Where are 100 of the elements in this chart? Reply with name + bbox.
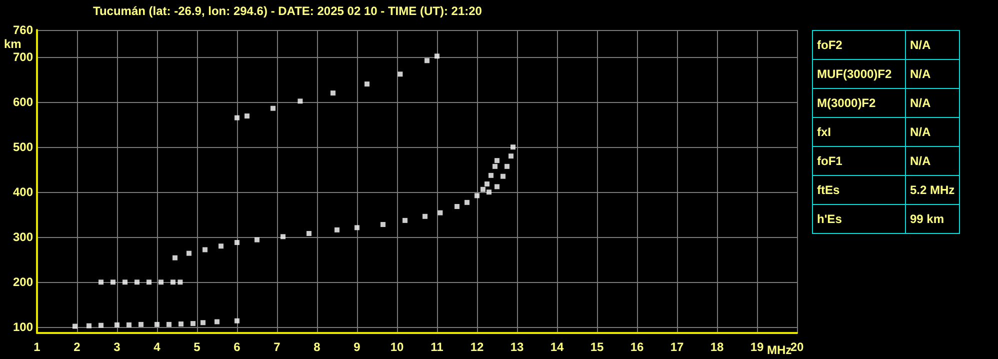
y-tick-label: 600 bbox=[12, 95, 34, 110]
point bbox=[364, 82, 370, 87]
point bbox=[424, 58, 430, 64]
point bbox=[234, 115, 240, 120]
point bbox=[488, 172, 494, 178]
point bbox=[280, 234, 286, 240]
point bbox=[380, 222, 386, 227]
point bbox=[170, 280, 176, 285]
point bbox=[510, 144, 516, 150]
point bbox=[114, 322, 120, 328]
point bbox=[398, 72, 403, 77]
y-tick-label: 100 bbox=[12, 320, 34, 334]
point bbox=[122, 280, 128, 285]
x-axis-title: MHz bbox=[767, 343, 792, 357]
point bbox=[330, 90, 336, 96]
text: N/A bbox=[910, 67, 931, 81]
point bbox=[454, 204, 460, 209]
text: 5.2 MHz bbox=[910, 183, 955, 197]
text: N/A bbox=[910, 125, 931, 139]
point bbox=[486, 190, 492, 195]
x-tick-label: 16 bbox=[630, 340, 644, 354]
point bbox=[504, 164, 510, 169]
x-tick-label: 13 bbox=[510, 340, 524, 354]
point bbox=[200, 320, 206, 326]
point bbox=[484, 181, 490, 186]
point bbox=[134, 280, 140, 285]
x-tick-label: 17 bbox=[670, 340, 684, 354]
point bbox=[154, 322, 160, 327]
point bbox=[186, 250, 192, 256]
category-label: M(3000)F2 bbox=[812, 88, 906, 118]
point bbox=[72, 324, 78, 329]
point bbox=[234, 318, 240, 324]
point bbox=[98, 280, 104, 285]
x-tick-label: 18 bbox=[710, 340, 724, 354]
text: N/A bbox=[910, 38, 931, 52]
point bbox=[464, 200, 470, 205]
point bbox=[98, 322, 104, 328]
point bbox=[244, 113, 250, 118]
x-tick-label: 9 bbox=[354, 340, 361, 354]
category-label: ftEs bbox=[812, 176, 906, 204]
text: N/A bbox=[910, 154, 931, 168]
x-tick-label: 19 bbox=[750, 340, 764, 354]
x-tick-label: 5 bbox=[194, 340, 201, 354]
x-tick-label: 8 bbox=[314, 340, 321, 354]
x-tick-label: 15 bbox=[590, 340, 604, 354]
y-tick-label: 500 bbox=[12, 140, 34, 154]
point bbox=[474, 193, 480, 198]
point bbox=[178, 280, 183, 285]
point bbox=[110, 280, 116, 285]
y-tick-label: 200 bbox=[12, 275, 34, 290]
y-tick-label: 760 bbox=[12, 23, 34, 37]
point bbox=[202, 247, 208, 252]
x-tick-label: 7 bbox=[274, 340, 281, 354]
text: 99 km bbox=[910, 212, 944, 226]
x-tick-label: 3 bbox=[114, 340, 121, 354]
point bbox=[254, 237, 260, 242]
category-label: fxI bbox=[812, 118, 906, 146]
point bbox=[492, 164, 498, 169]
point bbox=[402, 218, 408, 223]
x-tick-label: 20 bbox=[790, 340, 804, 354]
point bbox=[234, 240, 240, 246]
point bbox=[508, 154, 514, 159]
point bbox=[306, 231, 312, 236]
y-axis-title: km bbox=[4, 37, 22, 51]
x-tick-label: 1 bbox=[34, 340, 41, 354]
x-tick-label: 12 bbox=[470, 340, 484, 354]
point bbox=[158, 280, 164, 285]
y-tick-label: 300 bbox=[12, 230, 34, 244]
point bbox=[494, 158, 500, 164]
point bbox=[166, 322, 172, 327]
chart-title: Tucumán (lat: -26.9, lon: 294.6) - DATE: 2025 02 10 - TIME (UT): 21:20 bbox=[93, 4, 482, 18]
point bbox=[354, 225, 360, 230]
x-tick-label: 11 bbox=[430, 340, 444, 354]
x-tick-label: 6 bbox=[234, 340, 241, 354]
point bbox=[218, 244, 224, 249]
text: N/A bbox=[910, 96, 931, 110]
x-tick-label: 14 bbox=[550, 340, 564, 354]
point bbox=[480, 186, 486, 192]
x-tick-label: 10 bbox=[390, 340, 404, 354]
point bbox=[146, 280, 152, 285]
y-tick-label: 400 bbox=[12, 185, 34, 200]
x-tick-label: 2 bbox=[74, 340, 81, 354]
category-label: h'Es bbox=[812, 204, 906, 234]
point bbox=[422, 214, 428, 219]
y-tick-label: 700 bbox=[12, 50, 34, 64]
point bbox=[126, 322, 132, 328]
category-label: foF2 bbox=[812, 30, 906, 60]
point bbox=[214, 319, 220, 324]
category-label: MUF(3000)F2 bbox=[812, 60, 906, 88]
point bbox=[494, 184, 500, 190]
point bbox=[334, 227, 340, 232]
point bbox=[270, 106, 276, 111]
point bbox=[438, 210, 443, 216]
point bbox=[298, 98, 303, 104]
point bbox=[172, 255, 178, 260]
point bbox=[500, 174, 506, 179]
point bbox=[190, 321, 196, 326]
category-label: foF1 bbox=[812, 146, 906, 176]
point bbox=[178, 321, 184, 326]
x-tick-label: 4 bbox=[154, 340, 161, 354]
